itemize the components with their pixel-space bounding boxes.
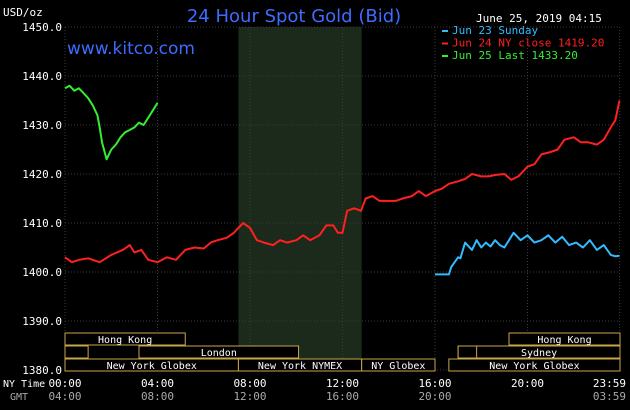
x-tick-label-gmt: 04:00 [48, 390, 81, 403]
gridlines [64, 26, 621, 371]
shaded-region [238, 27, 362, 370]
session-box [64, 345, 89, 359]
legend-swatch [442, 55, 448, 57]
x-tick-label-gmt: 16:00 [326, 390, 359, 403]
x-tick-label-gmt: 12:00 [233, 390, 266, 403]
x-tick-label-ny: 23:59 [593, 377, 626, 390]
y-tick-label: 1420.0 [22, 168, 62, 181]
source-watermark: www.kitco.com [67, 39, 195, 59]
x-tick-label-ny: 08:00 [233, 377, 266, 390]
session-box [138, 345, 300, 359]
session-label: New York NYMEX [258, 361, 342, 372]
session-box [64, 332, 186, 346]
session-label: New York Globex [107, 361, 197, 372]
nymex-session-shade [238, 27, 362, 370]
session-box [508, 332, 621, 346]
legend-entry: Jun 23 Sunday [452, 24, 538, 37]
y-tick-label: 1450.0 [22, 21, 62, 34]
chart-title: 24 Hour Spot Gold (Bid) [187, 6, 401, 27]
legend-entry: Jun 24 NY close 1419.20 [452, 37, 604, 50]
x-tick-label-gmt: 20:00 [418, 390, 451, 403]
x-tick-label-ny: 12:00 [326, 377, 359, 390]
x-tick-label-ny: 04:00 [141, 377, 174, 390]
x-tick-label-gmt: 08:00 [141, 390, 174, 403]
session-label: New York Globex [489, 361, 579, 372]
session-label: London [201, 348, 237, 359]
y-tick-label: 1440.0 [22, 70, 62, 83]
session-label: Hong Kong [98, 335, 152, 346]
y-tick-label: 1410.0 [22, 217, 62, 230]
price-series [64, 84, 621, 276]
series-line [435, 231, 620, 276]
unit-label: USD/oz [3, 6, 43, 19]
x-tick-label-ny: 00:00 [48, 377, 81, 390]
timestamp: June 25, 2019 04:15 [476, 12, 602, 25]
x-tick-label-ny: 20:00 [511, 377, 544, 390]
series-line [64, 100, 621, 264]
session-box [457, 345, 478, 359]
y-tick-label: 1380.0 [22, 364, 62, 377]
y-tick-label: 1400.0 [22, 266, 62, 279]
x-axis-ticks: 00:0004:0004:0008:0008:0012:0012:0016:00… [48, 377, 626, 403]
x-tick-label-ny: 16:00 [418, 377, 451, 390]
legend-entry: Jun 25 Last 1433.20 [452, 49, 578, 62]
session-label: Hong Kong [537, 335, 591, 346]
y-axis-ticks: 1450.0 1440.0 1430.0 1420.0 1410.0 1400.0 1390… [22, 21, 62, 377]
y-tick-label: 1390.0 [22, 315, 62, 328]
legend-swatch [442, 30, 448, 32]
session-box [448, 358, 621, 372]
series-line [64, 84, 159, 161]
x-tick-label-gmt: 03:59 [593, 390, 626, 403]
legend-swatch [442, 42, 448, 45]
y-tick-label: 1430.0 [22, 119, 62, 132]
x-label-ny: NY Time [3, 379, 45, 390]
x-label-gmt: GMT [10, 392, 28, 403]
trading-sessions: Hong Kong London New York Globex New York N… [64, 332, 621, 372]
session-box [361, 358, 436, 372]
session-label: NY Globex [371, 361, 425, 372]
session-label: Sydney [521, 348, 557, 359]
